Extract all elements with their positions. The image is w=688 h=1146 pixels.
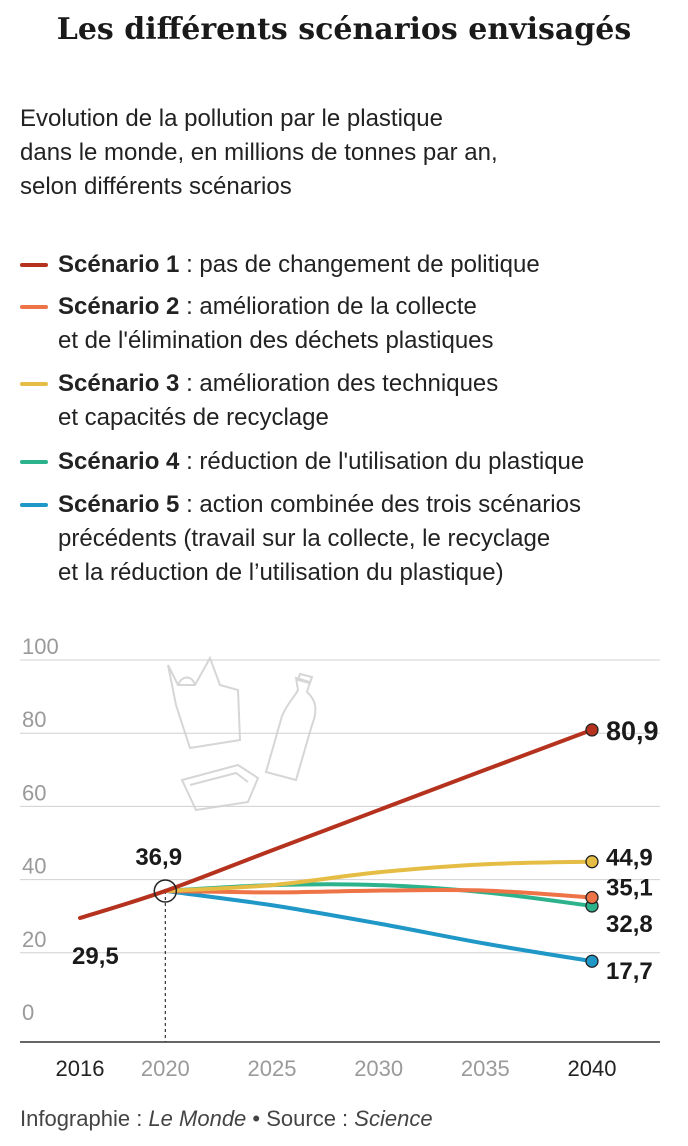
subtitle-line: dans le monde, en millions de tonnes par… [20,139,498,166]
legend-desc: : réduction de l'utilisation du plastiqu… [179,448,585,475]
legend-desc: : pas de changement de politique [179,251,540,278]
legend-swatch [20,382,48,386]
legend-swatch [20,305,48,309]
x-tick-label: 2025 [248,1056,297,1081]
end-point-marker [585,855,599,869]
source-prefix: Infographie : [20,1106,149,1131]
legend-swatch [20,263,48,267]
data-labels: 29,5 36,9 80,9 44,9 35,1 32,8 17,7 [72,716,659,985]
legend-name: Scénario 3 [58,370,180,397]
chart-subtitle: Evolution de la pollution par le plastiq… [20,102,660,204]
series-lines [78,727,594,964]
x-tick-label: 2040 [568,1056,617,1081]
x-tick-label: 2030 [354,1056,403,1081]
series-line [78,727,594,921]
y-axis: 0 20 40 60 80 100 [22,634,59,1025]
end-point-marker [585,890,599,905]
legend-swatch [20,460,48,464]
y-tick-label: 40 [22,854,46,879]
legend-text: Scénario 5 : action combinée des trois s… [58,488,680,590]
data-label: 29,5 [72,943,119,970]
legend-text: Scénario 2 : amélioration de la collecte… [58,290,680,358]
legend-desc: : amélioration des techniques [179,370,499,397]
data-label: 80,9 [606,716,659,746]
legend-swatch [20,503,48,507]
legend-desc: : action combinée des trois scénarios [179,491,581,518]
legend-item-scenario-3: Scénario 3 : amélioration des techniques… [20,367,680,435]
food-tray-icon [180,763,260,812]
legend-item-scenario-4: Scénario 4 : réduction de l'utilisation … [20,445,680,479]
subtitle-line: Evolution de la pollution par le plastiq… [20,105,443,132]
y-tick-label: 60 [22,780,46,805]
data-label: 32,8 [606,911,653,938]
data-label: 36,9 [135,844,182,871]
grid-lines [20,659,660,954]
y-tick-label: 100 [22,634,59,659]
legend-text: Scénario 4 : réduction de l'utilisation … [58,445,680,479]
x-tick-label: 2016 [56,1056,105,1081]
legend-desc: et capacités de recyclage [58,404,329,431]
subtitle-line: selon différents scénarios [20,173,292,200]
legend-name: Scénario 4 [58,448,180,475]
legend-item-scenario-5: Scénario 5 : action combinée des trois s… [20,488,680,590]
legend-item-scenario-1: Scénario 1 : pas de changement de politi… [20,248,680,282]
source-separator: • Source : [246,1106,355,1131]
legend-desc: précédents (travail sur la collecte, le … [58,525,551,552]
x-tick-label: 2020 [141,1056,190,1081]
y-tick-label: 80 [22,707,46,732]
junction-marker [153,879,178,903]
legend-desc: et la réduction de l’utilisation du plas… [58,559,504,586]
y-tick-label: 20 [22,927,46,952]
legend-name: Scénario 1 [58,251,180,278]
series-line [163,859,594,893]
plastic-bottle-icon [264,672,317,782]
x-tick-label: 2035 [461,1056,510,1081]
plastic-bag-icon [167,655,242,750]
x-axis [20,890,660,1043]
legend-name: Scénario 2 [58,293,180,320]
end-point-marker [585,954,599,968]
source-credit: Infographie : Le Monde • Source : Scienc… [20,1106,433,1132]
y-tick-label: 0 [22,1000,34,1025]
chart-title: Les différents scénarios envisagés [56,12,632,47]
source-outlet: Le Monde [148,1106,247,1131]
source-journal: Science [354,1106,433,1131]
series-line [163,887,594,900]
series-line [163,888,594,964]
end-point-marker [585,723,599,737]
data-label: 44,9 [606,845,653,872]
legend-name: Scénario 5 [58,491,180,518]
legend-desc: et de l'élimination des déchets plastiqu… [58,327,494,354]
legend-text: Scénario 3 : amélioration des techniques… [58,367,680,435]
data-label: 17,7 [606,958,653,985]
data-label: 35,1 [606,875,653,902]
legend-text: Scénario 1 : pas de changement de politi… [58,248,680,282]
x-axis-labels: 2016 2020 2025 2030 2035 2040 [56,1056,617,1081]
markers [153,723,599,968]
legend-item-scenario-2: Scénario 2 : amélioration de la collecte… [20,290,680,358]
legend-desc: : amélioration de la collecte [179,293,477,320]
